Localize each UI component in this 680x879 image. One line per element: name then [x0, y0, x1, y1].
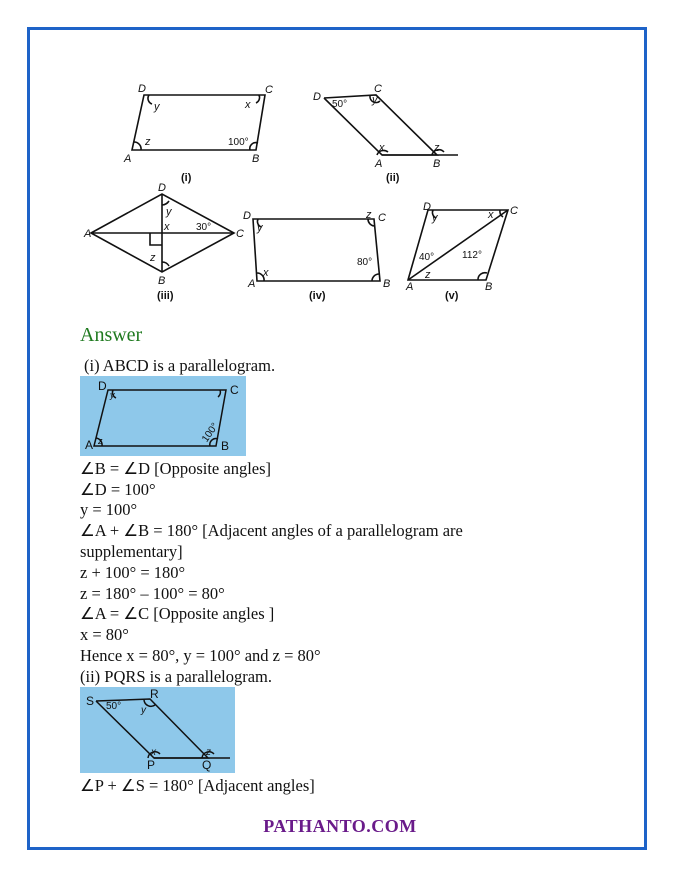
part-ii-line-1: ∠P + ∠S = 180° [Adjacent angles]	[80, 776, 315, 795]
part-i-line-6: z + 100° = 180°	[80, 563, 186, 582]
fig-iii-label-a: A	[83, 228, 91, 240]
fig-v-angle-b: 112°	[462, 250, 482, 261]
fig-i-angle-y: y	[153, 101, 161, 113]
part-ii-label-p: P	[147, 758, 155, 772]
part-i-label-b: B	[221, 439, 229, 453]
fig-v-label-a: A	[405, 281, 413, 293]
fig-i-label-b: B	[252, 153, 259, 165]
fig-i-label-a: A	[123, 153, 131, 165]
part-i-label-d: D	[98, 379, 107, 393]
fig-v-label-b: B	[485, 281, 492, 293]
fig-ii-caption: (ii)	[386, 172, 400, 184]
fig-ii-label-d: D	[313, 91, 321, 103]
part-i-angle-z: z	[97, 436, 103, 446]
fig-iv-caption: (iv)	[309, 290, 326, 302]
part-ii-angle-y: y	[140, 705, 147, 716]
part-ii-angle-z: z	[205, 747, 211, 758]
question-figures: D C A B y x z 100° (i) D C A B 50° y x z…	[83, 83, 518, 302]
fig-v-angle-y: y	[431, 212, 439, 224]
fig-iii-angle-z: z	[149, 252, 156, 264]
fig-v-caption: (v)	[445, 290, 459, 302]
part-i-label-c: C	[230, 383, 239, 397]
part-ii-intro: (ii) PQRS is a parallelogram.	[80, 667, 273, 686]
part-i-line-2: ∠D = 100°	[80, 480, 156, 499]
fig-iv-label-a: A	[247, 278, 255, 290]
fig-i-angle-x: x	[244, 99, 251, 111]
fig-ii-angle-x: x	[378, 142, 385, 154]
part-ii-angle-s: 50°	[106, 701, 121, 712]
fig-iii-angle-y: y	[165, 206, 173, 218]
part-i-line-9: x = 80°	[80, 625, 129, 644]
fig-v-label-d: D	[423, 201, 431, 213]
part-i-line-4: ∠A + ∠B = 180° [Adjacent angles of a par…	[80, 521, 463, 540]
part-ii-angle-x: x	[150, 747, 157, 758]
fig-i-caption: (i)	[181, 172, 192, 184]
fig-iii-label-b: B	[158, 275, 165, 287]
fig-iv-angle-y: y	[256, 222, 264, 234]
fig-iii-label-d: D	[158, 182, 166, 194]
part-ii-label-q: Q	[202, 758, 211, 772]
part-i-line-5: supplementary]	[80, 542, 183, 561]
fig-iii-label-c: C	[236, 228, 244, 240]
fig-iii-angle-x: x	[163, 221, 170, 233]
part-i-line-1: ∠B = ∠D [Opposite angles]	[80, 459, 272, 478]
part-ii-label-s: S	[86, 694, 94, 708]
fig-i-label-c: C	[265, 84, 273, 96]
fig-iv-angle-x: x	[262, 267, 269, 279]
fig-iii-caption: (iii)	[157, 290, 174, 302]
fig-iii-angle-c: 30°	[196, 222, 211, 233]
fig-v-angle-a: 40°	[419, 252, 434, 263]
fig-iv-label-c: C	[378, 212, 386, 224]
page-border	[27, 27, 647, 850]
fig-v-angle-x: x	[487, 209, 494, 221]
fig-ii-label-c: C	[374, 83, 382, 95]
part-ii-label-r: R	[150, 687, 159, 701]
fig-v-label-c: C	[510, 205, 518, 217]
part-i-label-a: A	[85, 438, 93, 452]
fig-iv-label-d: D	[243, 210, 251, 222]
fig-i-angle-b: 100°	[228, 137, 249, 148]
part-i-angle-y: y	[109, 390, 115, 400]
fig-ii-angle-z: z	[433, 142, 440, 154]
fig-iv-label-b: B	[383, 278, 390, 290]
part-ii-figure: S R P Q 50° y x z	[80, 687, 235, 773]
answer-heading: Answer	[80, 324, 143, 346]
part-i-conclusion: Hence x = 80°, y = 100° and z = 80°	[80, 646, 321, 665]
part-i-figure: D C A B y z 100°	[80, 376, 246, 456]
part-i-line-3: y = 100°	[80, 500, 138, 519]
fig-iv-angle-b: 80°	[357, 257, 372, 268]
fig-ii-label-a: A	[374, 158, 382, 170]
part-i-line-7: z = 180° – 100° = 80°	[80, 584, 225, 603]
fig-ii-angle-d: 50°	[332, 99, 347, 110]
part-i-intro: (i) ABCD is a parallelogram.	[84, 356, 276, 375]
fig-i-label-d: D	[138, 83, 146, 95]
footer-brand: PATHANTO.COM	[263, 816, 417, 836]
fig-iv-angle-z: z	[365, 209, 372, 221]
part-i-line-8: ∠A = ∠C [Opposite angles ]	[80, 604, 275, 623]
fig-v-angle-z: z	[424, 269, 431, 281]
fig-i-angle-z: z	[144, 136, 151, 148]
fig-ii-label-b: B	[433, 158, 440, 170]
fig-ii-angle-y: y	[371, 94, 379, 106]
